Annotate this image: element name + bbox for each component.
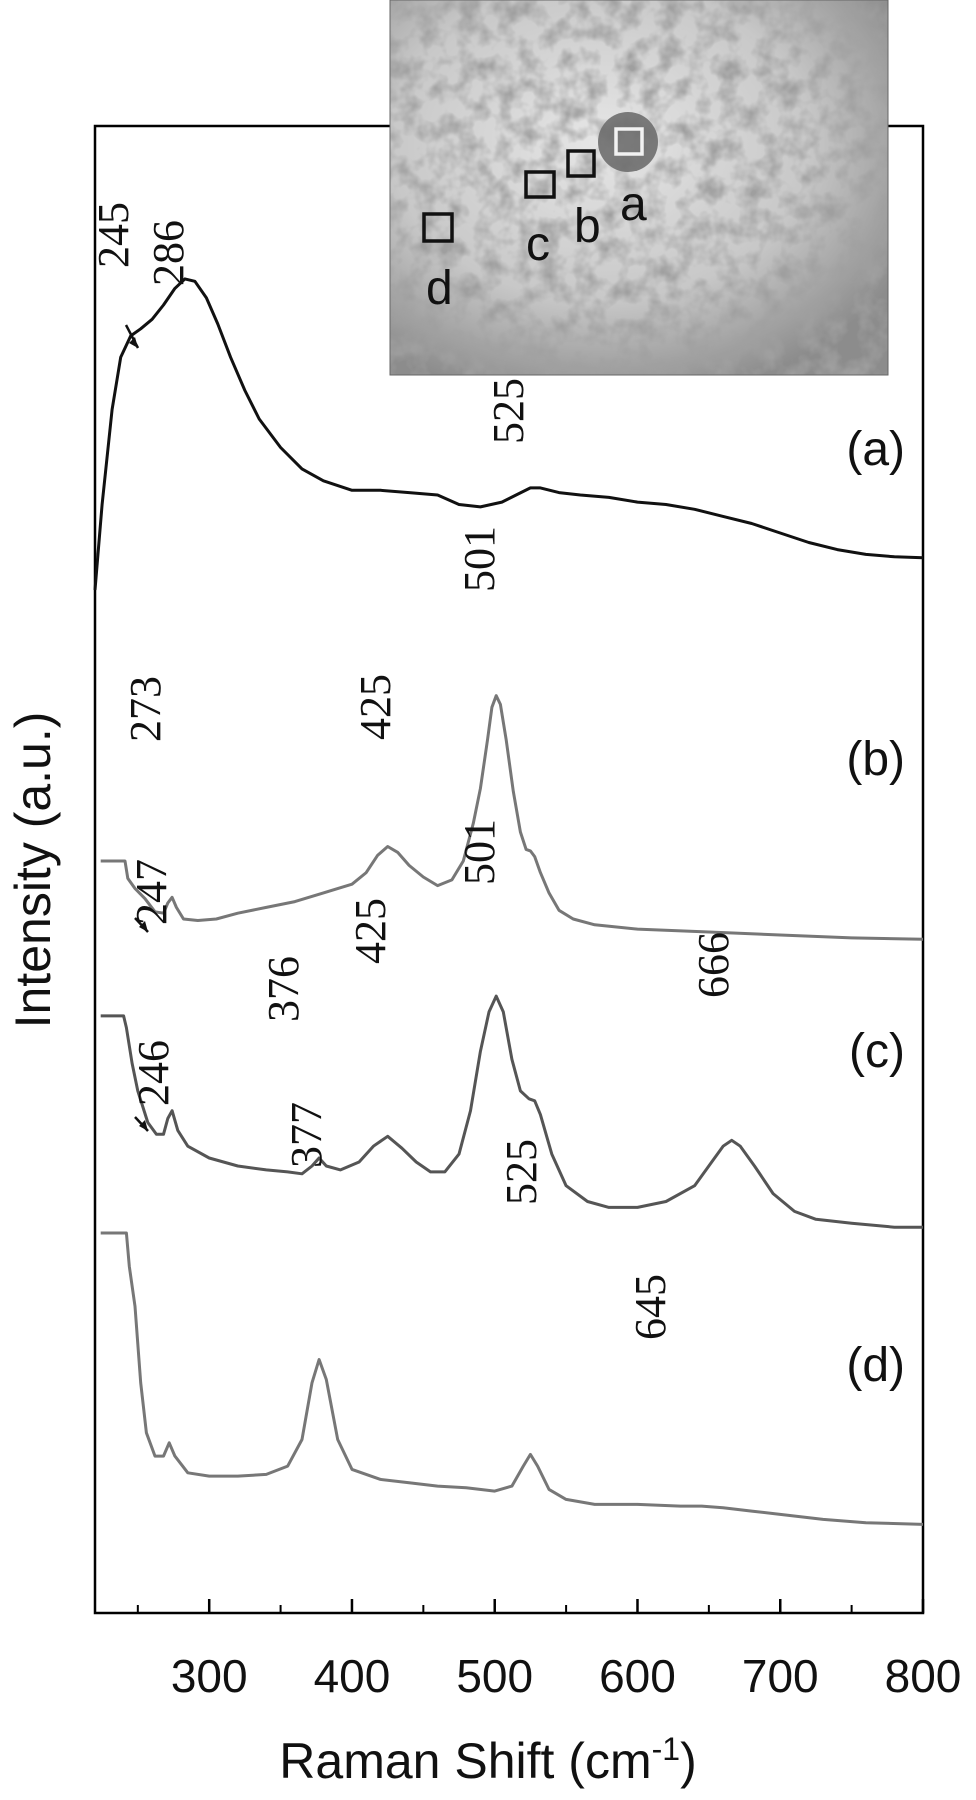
inset-micrograph: a b c d [389, 0, 889, 376]
series-a-line [93, 277, 924, 591]
peak-label-c: 501 [455, 819, 504, 885]
series-c-line [100, 994, 923, 1229]
inset-marker-c-box [524, 170, 556, 199]
shoulder-arrow-head [139, 921, 148, 932]
x-tick-label: 600 [599, 1650, 676, 1702]
x-tick-label: 800 [885, 1650, 962, 1702]
series-d-label: (d) [846, 1339, 905, 1392]
peak-label-a: 525 [484, 378, 533, 444]
x-tick-label: 300 [171, 1650, 248, 1702]
inset-label-d: d [426, 262, 453, 315]
inset-marker-b-box [566, 149, 596, 178]
peak-label-d: 525 [497, 1139, 546, 1205]
spectra: (a) (b) (c) (d) [93, 277, 924, 1526]
peak-label-c: 247 [127, 859, 176, 925]
inset-label-a: a [620, 178, 647, 231]
peak-label-d: 246 [129, 1040, 178, 1106]
x-tick-label: 500 [456, 1650, 533, 1702]
series-d-line [100, 1231, 924, 1526]
inset-label-b: b [574, 200, 601, 253]
x-tick-label: 400 [314, 1650, 391, 1702]
peak-label-c: 376 [259, 956, 308, 1022]
peak-label-b: 425 [351, 674, 400, 740]
peak-label-b: 501 [455, 526, 504, 592]
series-c-label: (c) [849, 1025, 905, 1078]
inset-marker-a-box [614, 127, 644, 156]
inset-label-c: c [526, 218, 550, 271]
x-ticks [136, 1599, 925, 1613]
peak-label-c: 425 [346, 898, 395, 964]
peak-label-b: 273 [121, 676, 170, 742]
peak-label-d: 645 [626, 1274, 675, 1340]
peak-label-d: 377 [282, 1102, 331, 1168]
peak-label-a: 245 [89, 202, 138, 268]
peak-annotations: 245 286 525 273 425 501 247 376 425 501 666 246 377 5… [89, 202, 738, 1340]
x-tick-labels: 300 400 500 600 700 800 [171, 1650, 962, 1702]
series-a-label: (a) [846, 423, 905, 476]
series-b-label: (b) [846, 733, 905, 786]
shoulder-arrow-head [129, 337, 138, 348]
x-tick-label: 700 [742, 1650, 819, 1702]
inset-dark-particle [598, 112, 658, 172]
peak-label-a: 286 [144, 220, 193, 286]
shoulder-arrow-head [139, 1120, 148, 1131]
series-b-line [100, 694, 924, 941]
inset-marker-d-box [422, 212, 454, 243]
peak-label-c: 666 [689, 932, 738, 998]
x-axis-label: Raman Shift (cm-1) [279, 1731, 696, 1789]
y-axis-label: Intensity (a.u.) [5, 712, 61, 1029]
